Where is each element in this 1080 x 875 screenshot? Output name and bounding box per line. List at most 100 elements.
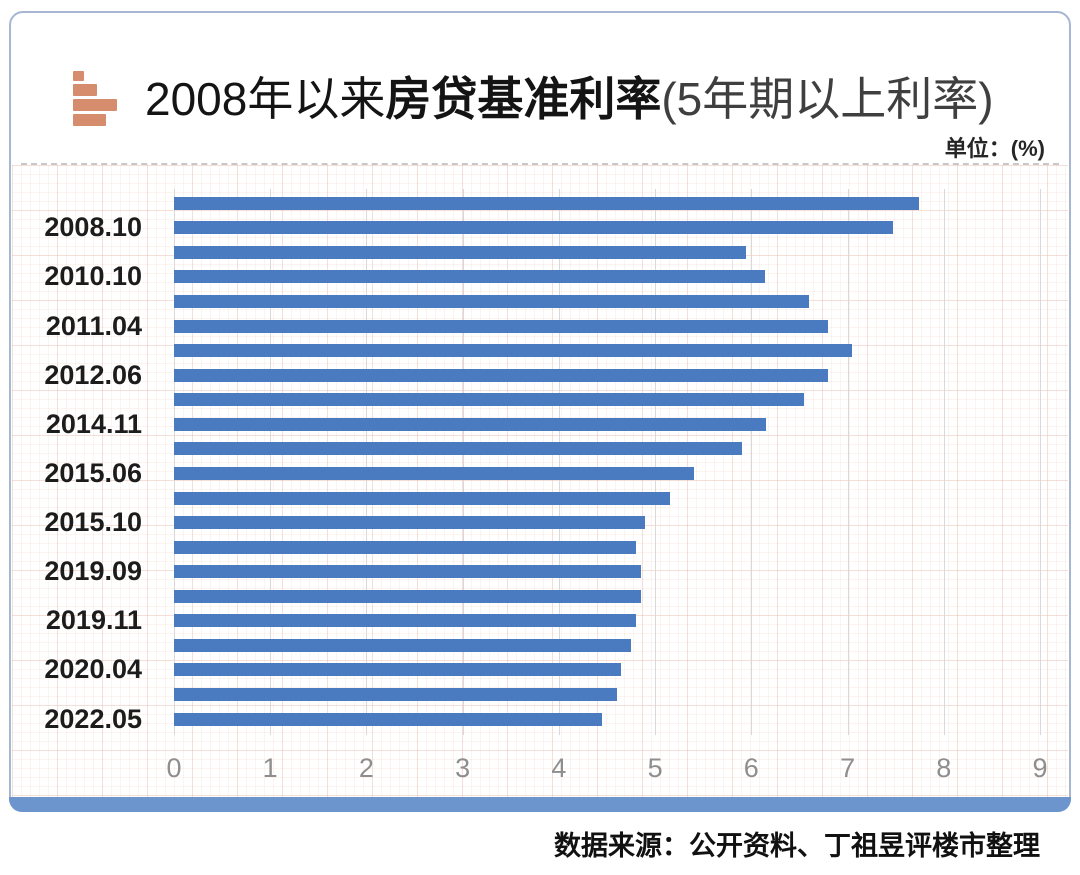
x-tick-label: 1 [262,753,278,783]
chart-row: 2012.06 [12,359,1040,390]
gridline [558,189,560,735]
y-axis-label: 2022.05 [44,703,142,734]
chart-row [12,240,1040,265]
bar-track [174,270,1040,284]
x-tick-label: 6 [743,753,759,783]
chart-row [12,535,1040,560]
bar [174,663,622,677]
y-axis-label: 2011.04 [45,310,142,341]
bar [174,393,805,407]
icon-bar [73,71,84,81]
x-tick-label: 7 [840,753,856,783]
x-tick-label: 3 [455,753,471,783]
bar [174,516,646,530]
y-axis-label: 2019.09 [44,556,142,587]
chart-row [12,682,1040,707]
bar-chart-icon [73,71,117,126]
title-suffix: (5年期以上利率) [661,73,994,125]
y-axis-label: 2012.06 [44,359,142,390]
x-tick-label: 2 [358,753,374,783]
bar-track [174,712,1040,726]
bar-track [174,589,1040,603]
gridline [847,189,849,735]
bar-track [174,638,1040,652]
x-tick-label: 5 [647,753,663,783]
bar [174,712,603,726]
gridline [943,189,945,735]
bar [174,688,617,702]
chart-row: 2019.11 [12,605,1040,635]
chart-row: 2020.04 [12,654,1040,684]
icon-bar [73,114,106,126]
gridline [655,189,657,735]
chart-row: 2015.10 [12,507,1040,538]
bar-track [174,368,1040,382]
data-source: 数据来源：公开资料、丁祖昱评楼市整理 [554,824,1040,863]
bar [174,589,641,603]
y-axis-label: 2010.10 [44,261,142,292]
bar [174,540,636,554]
gridline [751,189,753,735]
bar [174,466,694,480]
bar [174,270,765,284]
bar [174,442,742,456]
header: 2008年以来房贷基准利率(5年期以上利率) 单位：(%) [11,13,1069,165]
x-tick-label: 8 [936,753,952,783]
chart-row: 2019.09 [12,556,1040,587]
bar-track [174,540,1040,554]
gridline [1040,189,1041,735]
chart-row [12,388,1040,413]
chart-row [12,289,1040,314]
bar-track [174,516,1040,530]
y-axis-label: 2015.10 [44,507,142,538]
y-axis-label: 2020.04 [44,654,142,685]
chart-row [12,486,1040,511]
chart-row [12,633,1040,658]
source-label: 数据来源： [554,831,689,861]
gridline [366,189,368,735]
title-emphasis: 房贷基准利率 [385,73,662,125]
unit-label: 单位：(%) [944,136,1045,161]
chart-row: 2011.04 [12,310,1040,341]
chart-row: 2014.11 [12,408,1040,439]
bar [174,565,641,579]
bar-track [174,221,1040,235]
bar [174,221,893,235]
gridlines [174,189,1041,735]
y-axis-label: 2014.11 [45,408,142,439]
bar-track [174,688,1040,702]
bar [174,319,829,333]
chart-row [12,584,1040,609]
gridline [174,189,175,735]
chart-row: 2022.05 [12,703,1040,734]
chart-row [12,437,1040,462]
gridline [270,189,272,735]
bar-track [174,295,1040,309]
bar [174,491,670,505]
bar [174,196,919,210]
chart-row: 2008.10 [12,212,1040,242]
bar-track [174,344,1040,358]
chart-row: 2015.06 [12,457,1040,488]
bar-track [174,245,1040,259]
bar-track [174,442,1040,456]
bar [174,638,632,652]
x-tick-label: 0 [166,753,182,783]
bar-track [174,663,1040,677]
bottom-accent-band [9,797,1071,812]
gridline [462,189,464,735]
y-axis-label: 2015.06 [44,457,142,488]
title-prefix: 2008年以来 [145,73,386,125]
x-tick-label: 9 [1032,753,1048,783]
y-axis-label: 2019.11 [45,605,142,636]
bar-track [174,319,1040,333]
bar [174,614,636,628]
page-title: 2008年以来房贷基准利率(5年期以上利率) [145,73,994,125]
chart-row [12,338,1040,363]
bar-track [174,393,1040,407]
chart-card: 2008年以来房贷基准利率(5年期以上利率) 单位：(%) 2008.10 201… [9,11,1071,812]
source-text: 公开资料、丁祖昱评楼市整理 [689,831,1040,861]
icon-bar [73,84,97,96]
bar [174,344,853,358]
